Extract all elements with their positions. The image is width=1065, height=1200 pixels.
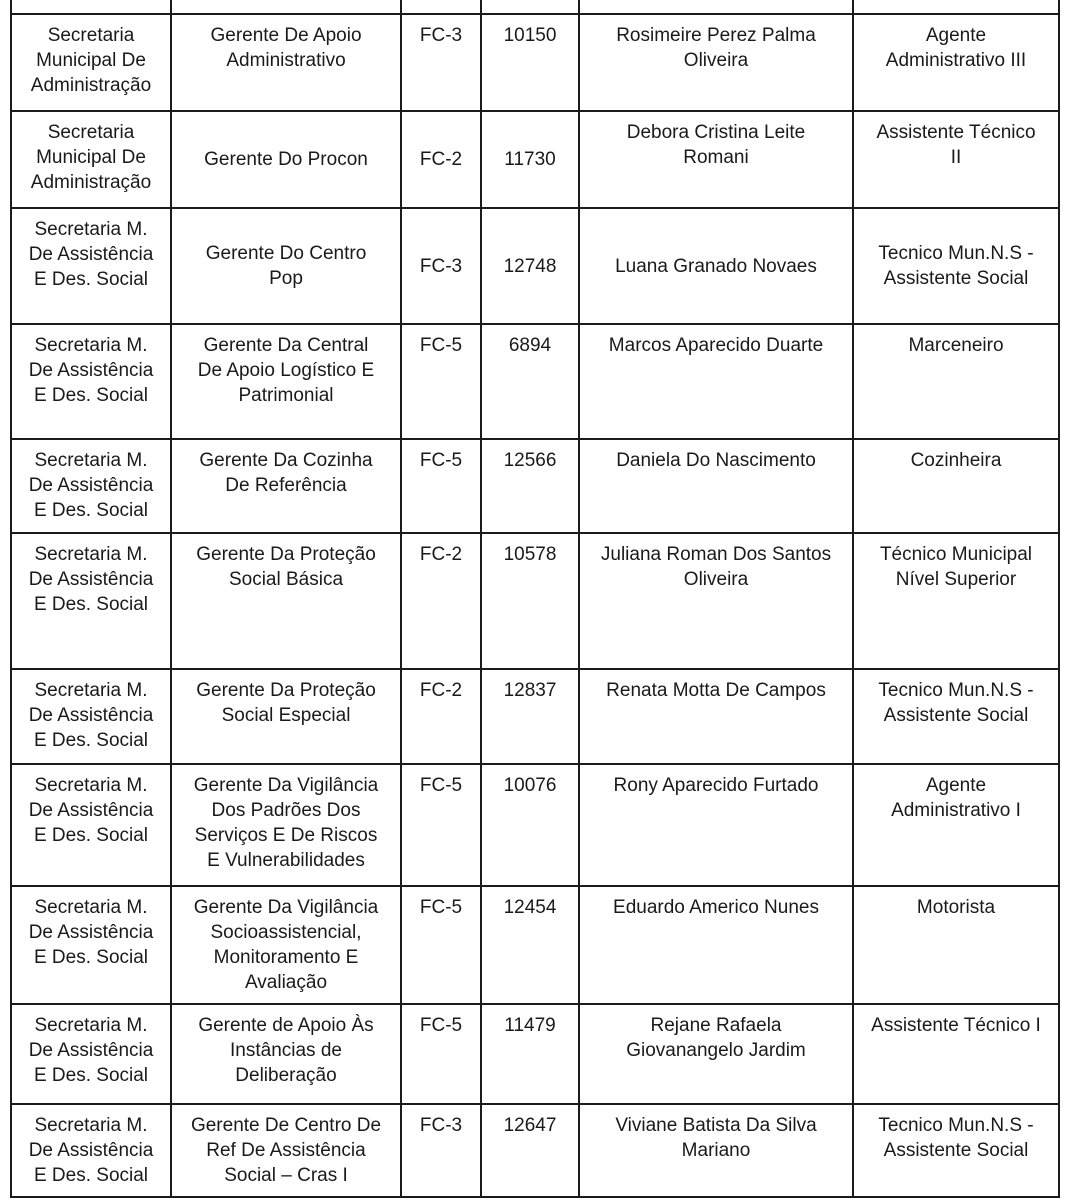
department-cell: Secretaria M. De Assistência E Des. Soci… bbox=[10, 1103, 172, 1198]
job-title-cell: Motorista bbox=[852, 885, 1060, 1005]
employee-name-cell: Viviane Batista Da Silva Mariano bbox=[578, 1103, 854, 1198]
fc-level-cell: FC-5 bbox=[400, 885, 482, 1005]
employee-name-cell: Daniela Do Nascimento bbox=[578, 438, 854, 534]
job-title-cell: Tecnico Mun.N.S - Assistente Social bbox=[852, 207, 1060, 325]
fc-level-cell: FC-3 bbox=[400, 207, 482, 325]
registry-number-cell: 12837 bbox=[480, 668, 580, 765]
fc-level-cell: FC-2 bbox=[400, 668, 482, 765]
staff-table: Secretaria Municipal De Administração Ger… bbox=[10, 0, 1060, 1198]
job-title-cell: Tecnico Mun.N.S - Assistente Social bbox=[852, 1103, 1060, 1198]
fc-level-cell: FC-5 bbox=[400, 763, 482, 887]
position-cell: Gerente Da Proteção Social Especial bbox=[170, 668, 402, 765]
table-row: Secretaria M. De Assistência E Des. Soci… bbox=[10, 668, 1060, 765]
position-cell: Gerente Da Cozinha De Referência bbox=[170, 438, 402, 534]
registry-number-cell: 12566 bbox=[480, 438, 580, 534]
position-cell: Gerente Da Central De Apoio Logístico E … bbox=[170, 323, 402, 440]
fc-level-cell: FC-3 bbox=[400, 13, 482, 112]
table-row: Secretaria M. De Assistência E Des. Soci… bbox=[10, 763, 1060, 887]
department-cell: Secretaria M. De Assistência E Des. Soci… bbox=[10, 323, 172, 440]
department-cell: Secretaria M. De Assistência E Des. Soci… bbox=[10, 885, 172, 1005]
department-cell: Secretaria Municipal De Administração bbox=[10, 13, 172, 112]
employee-name-cell: Juliana Roman Dos Santos Oliveira bbox=[578, 532, 854, 670]
table-row: Secretaria M. De Assistência E Des. Soci… bbox=[10, 885, 1060, 1005]
department-cell: Secretaria M. De Assistência E Des. Soci… bbox=[10, 532, 172, 670]
fc-level-cell: FC-2 bbox=[400, 110, 482, 209]
table-row: Secretaria M. De Assistência E Des. Soci… bbox=[10, 1003, 1060, 1105]
department-cell: Secretaria M. De Assistência E Des. Soci… bbox=[10, 207, 172, 325]
table-row: Secretaria M. De Assistência E Des. Soci… bbox=[10, 438, 1060, 534]
clipped-empty-cell bbox=[852, 0, 1060, 15]
table-row: Secretaria Municipal De Administração Ger… bbox=[10, 13, 1060, 112]
employee-name-cell: Rosimeire Perez Palma Oliveira bbox=[578, 13, 854, 112]
department-cell: Secretaria M. De Assistência E Des. Soci… bbox=[10, 763, 172, 887]
employee-name-cell: Eduardo Americo Nunes bbox=[578, 885, 854, 1005]
clipped-empty-cell bbox=[400, 0, 482, 15]
registry-number-cell: 6894 bbox=[480, 323, 580, 440]
position-cell: Gerente Da Vigilância Socioassistencial,… bbox=[170, 885, 402, 1005]
employee-name-cell: Debora Cristina Leite Romani bbox=[578, 110, 854, 209]
department-cell: Secretaria M. De Assistência E Des. Soci… bbox=[10, 668, 172, 765]
job-title-cell: Cozinheira bbox=[852, 438, 1060, 534]
department-cell: Secretaria Municipal De Administração bbox=[10, 110, 172, 209]
employee-name-cell: Rony Aparecido Furtado bbox=[578, 763, 854, 887]
employee-name-cell: Marcos Aparecido Duarte bbox=[578, 323, 854, 440]
registry-number-cell: 12647 bbox=[480, 1103, 580, 1198]
registry-number-cell: 11730 bbox=[480, 110, 580, 209]
registry-number-cell: 10578 bbox=[480, 532, 580, 670]
clipped-empty-cell bbox=[170, 0, 402, 15]
job-title-cell: Agente Administrativo I bbox=[852, 763, 1060, 887]
clipped-header-row bbox=[10, 0, 1060, 15]
registry-number-cell: 12454 bbox=[480, 885, 580, 1005]
job-title-cell: Assistente Técnico II bbox=[852, 110, 1060, 209]
clipped-empty-cell bbox=[480, 0, 580, 15]
table-row: Secretaria M. De Assistência E Des. Soci… bbox=[10, 207, 1060, 325]
fc-level-cell: FC-5 bbox=[400, 323, 482, 440]
registry-number-cell: 10076 bbox=[480, 763, 580, 887]
job-title-cell: Agente Administrativo III bbox=[852, 13, 1060, 112]
position-cell: Gerente De Centro De Ref De Assistência … bbox=[170, 1103, 402, 1198]
position-cell: Gerente Do Centro Pop bbox=[170, 207, 402, 325]
position-cell: Gerente De Apoio Administrativo bbox=[170, 13, 402, 112]
table-row: Secretaria M. De Assistência E Des. Soci… bbox=[10, 323, 1060, 440]
employee-name-cell: Rejane Rafaela Giovanangelo Jardim bbox=[578, 1003, 854, 1105]
fc-level-cell: FC-5 bbox=[400, 438, 482, 534]
job-title-cell: Técnico Municipal Nível Superior bbox=[852, 532, 1060, 670]
registry-number-cell: 10150 bbox=[480, 13, 580, 112]
employee-name-cell: Luana Granado Novaes bbox=[578, 207, 854, 325]
fc-level-cell: FC-5 bbox=[400, 1003, 482, 1105]
table-row: Secretaria Municipal De Administração Ger… bbox=[10, 110, 1060, 209]
registry-number-cell: 12748 bbox=[480, 207, 580, 325]
position-cell: Gerente Da Vigilância Dos Padrões Dos Se… bbox=[170, 763, 402, 887]
clipped-empty-cell bbox=[578, 0, 854, 15]
table-row: Secretaria M. De Assistência E Des. Soci… bbox=[10, 532, 1060, 670]
department-cell: Secretaria M. De Assistência E Des. Soci… bbox=[10, 438, 172, 534]
clipped-empty-cell bbox=[10, 0, 172, 15]
fc-level-cell: FC-3 bbox=[400, 1103, 482, 1198]
job-title-cell: Marceneiro bbox=[852, 323, 1060, 440]
table-row: Secretaria M. De Assistência E Des. Soci… bbox=[10, 1103, 1060, 1198]
employee-name-cell: Renata Motta De Campos bbox=[578, 668, 854, 765]
position-cell: Gerente de Apoio Às Instâncias de Delibe… bbox=[170, 1003, 402, 1105]
position-cell: Gerente Da Proteção Social Básica bbox=[170, 532, 402, 670]
job-title-cell: Tecnico Mun.N.S - Assistente Social bbox=[852, 668, 1060, 765]
job-title-cell: Assistente Técnico I bbox=[852, 1003, 1060, 1105]
registry-number-cell: 11479 bbox=[480, 1003, 580, 1105]
department-cell: Secretaria M. De Assistência E Des. Soci… bbox=[10, 1003, 172, 1105]
fc-level-cell: FC-2 bbox=[400, 532, 482, 670]
position-cell: Gerente Do Procon bbox=[170, 110, 402, 209]
